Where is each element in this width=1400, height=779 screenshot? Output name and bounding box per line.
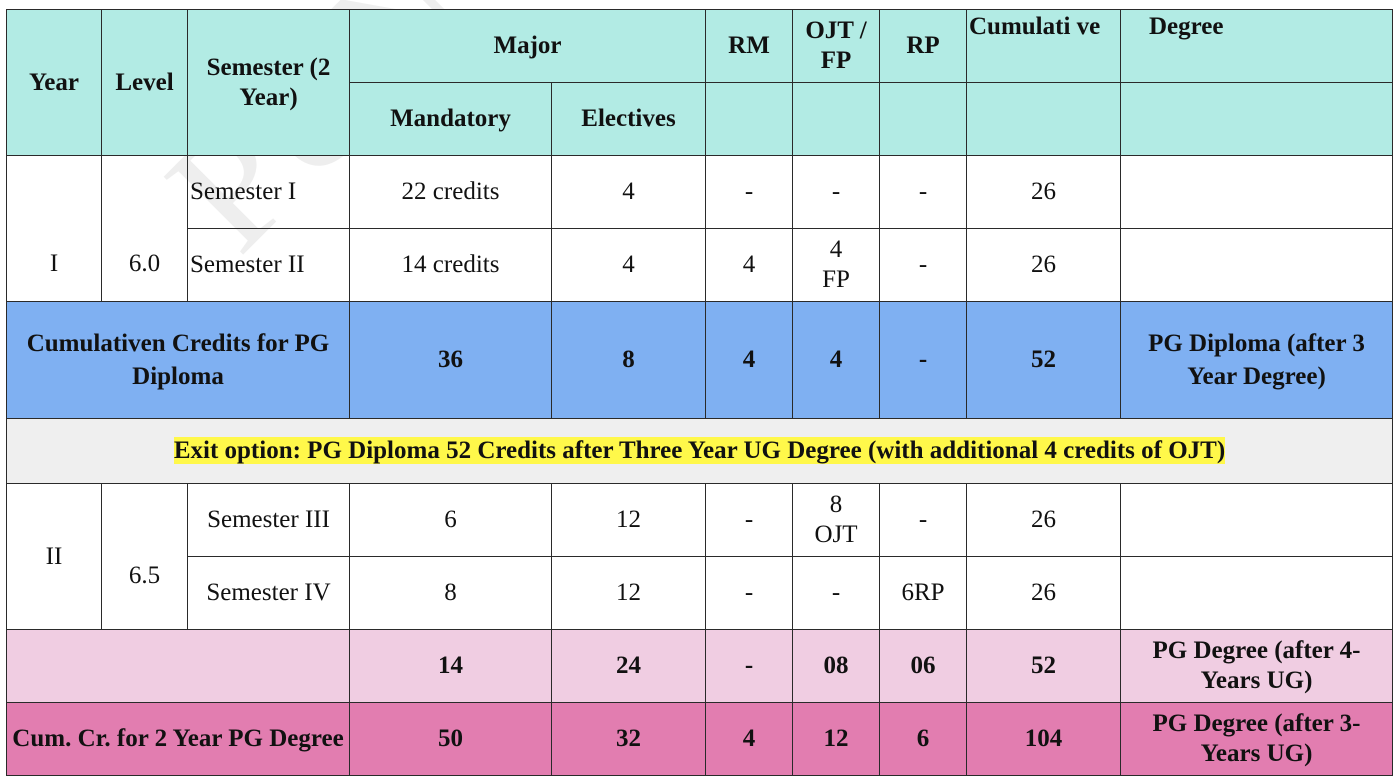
year-cell: I [6,155,102,302]
header-empty-cumulative [966,82,1121,156]
diploma-total-cumulative: 52 [966,301,1121,419]
rm-cell: - [705,483,793,557]
pg-total-rp: 6 [879,702,967,776]
header-semester: Semester (2 Year) [187,9,350,156]
header-degree: Degree [1120,9,1393,83]
table-row: II 6.5 Semester III 6 12 - 8 OJT - 26 [6,483,1393,630]
diploma-total-rp: - [879,301,967,419]
diploma-total-row: Cumulativen Credits for PG Diploma 36 8 … [6,301,1393,419]
pg-total-row: Cum. Cr. for 2 Year PG Degree 50 32 4 12… [6,702,1393,776]
header-row-1: Year Level Semester (2 Year) Major RM OJ… [6,9,1393,156]
degree-cell [1120,155,1393,229]
rp-cell: - [879,155,967,229]
header-mandatory: Mandatory [349,82,552,156]
rp-cell: - [879,483,967,557]
cumulative-cell: 26 [966,483,1121,557]
pg-total-electives: 32 [551,702,706,776]
semester-cell: Semester I [187,155,350,229]
pg-total-degree: PG Degree (after 3-Years UG) [1120,702,1393,776]
year2-total-cumulative: 52 [966,629,1121,703]
header-level: Level [101,9,188,156]
header-empty-degree [1120,82,1393,156]
header-empty-rm [705,82,793,156]
exit-option-row: Exit option: PG Diploma 52 Credits after… [6,418,1393,484]
header-rp: RP [879,9,967,83]
table-row: I 6.0 Semester I 22 credits 4 - - - 26 [6,155,1393,302]
diploma-total-label: Cumulativen Credits for PG Diploma [6,301,350,419]
exit-option-cell: Exit option: PG Diploma 52 Credits after… [6,418,1393,484]
mandatory-cell: 8 [349,556,552,630]
ojt-cell: - [792,556,880,630]
level-cell: 6.5 [101,483,188,630]
header-empty-ojt [792,82,880,156]
level-cell: 6.0 [101,155,188,302]
electives-cell: 12 [551,483,706,557]
year2-total-ojt: 08 [792,629,880,703]
year2-total-rm: - [705,629,793,703]
header-major: Major [349,9,706,83]
header-empty-rp [879,82,967,156]
degree-cell [1120,556,1393,630]
header-rm: RM [705,9,793,83]
rm-cell: 4 [705,228,793,302]
year2-total-rp: 06 [879,629,967,703]
cumulative-cell: 26 [966,155,1121,229]
pg-total-ojt: 12 [792,702,880,776]
header-year: Year [6,9,102,156]
electives-cell: 12 [551,556,706,630]
semester-cell: Semester III [187,483,350,557]
credit-structure-table: Year Level Semester (2 Year) Major RM OJ… [6,9,1393,776]
diploma-total-rm: 4 [705,301,793,419]
degree-cell [1120,228,1393,302]
mandatory-cell: 6 [349,483,552,557]
table-row: Semester II 14 credits 4 4 4 FP - 26 [7,228,1393,302]
year2-total-mandatory: 14 [349,629,552,703]
year2-total-label [6,629,350,703]
rp-cell: - [879,228,967,302]
mandatory-cell: 14 credits [349,228,552,302]
semester-cell: Semester II [187,228,350,302]
cumulative-cell: 26 [966,556,1121,630]
ojt-cell: - [792,155,880,229]
mandatory-cell: 22 credits [349,155,552,229]
year-cell: II [6,483,102,630]
credit-structure-table-container: Year Level Semester (2 Year) Major RM OJ… [6,9,1393,776]
header-cumulative: Cumulati ve [966,9,1121,83]
pg-total-cumulative: 104 [966,702,1121,776]
electives-cell: 4 [551,228,706,302]
year2-total-degree: PG Degree (after 4-Years UG) [1120,629,1393,703]
ojt-cell: 4 FP [792,228,880,302]
pg-total-mandatory: 50 [349,702,552,776]
table-row: Semester IV 8 12 - - 6RP 26 [7,556,1393,630]
electives-cell: 4 [551,155,706,229]
year2-total-row: 14 24 - 08 06 52 PG Degree (after 4-Year… [6,629,1393,703]
diploma-total-electives: 8 [551,301,706,419]
rm-cell: - [705,155,793,229]
diploma-total-mandatory: 36 [349,301,552,419]
ojt-cell: 8 OJT [792,483,880,557]
exit-option-text: Exit option: PG Diploma 52 Credits after… [173,437,1226,464]
pg-total-rm: 4 [705,702,793,776]
pg-total-label: Cum. Cr. for 2 Year PG Degree [6,702,350,776]
rm-cell: - [705,556,793,630]
rp-cell: 6RP [879,556,967,630]
diploma-total-degree: PG Diploma (after 3 Year Degree) [1120,301,1393,419]
header-ojt-fp: OJT / FP [792,9,880,83]
header-electives: Electives [551,82,706,156]
year2-total-electives: 24 [551,629,706,703]
diploma-total-ojt: 4 [792,301,880,419]
semester-cell: Semester IV [187,556,350,630]
degree-cell [1120,483,1393,557]
cumulative-cell: 26 [966,228,1121,302]
